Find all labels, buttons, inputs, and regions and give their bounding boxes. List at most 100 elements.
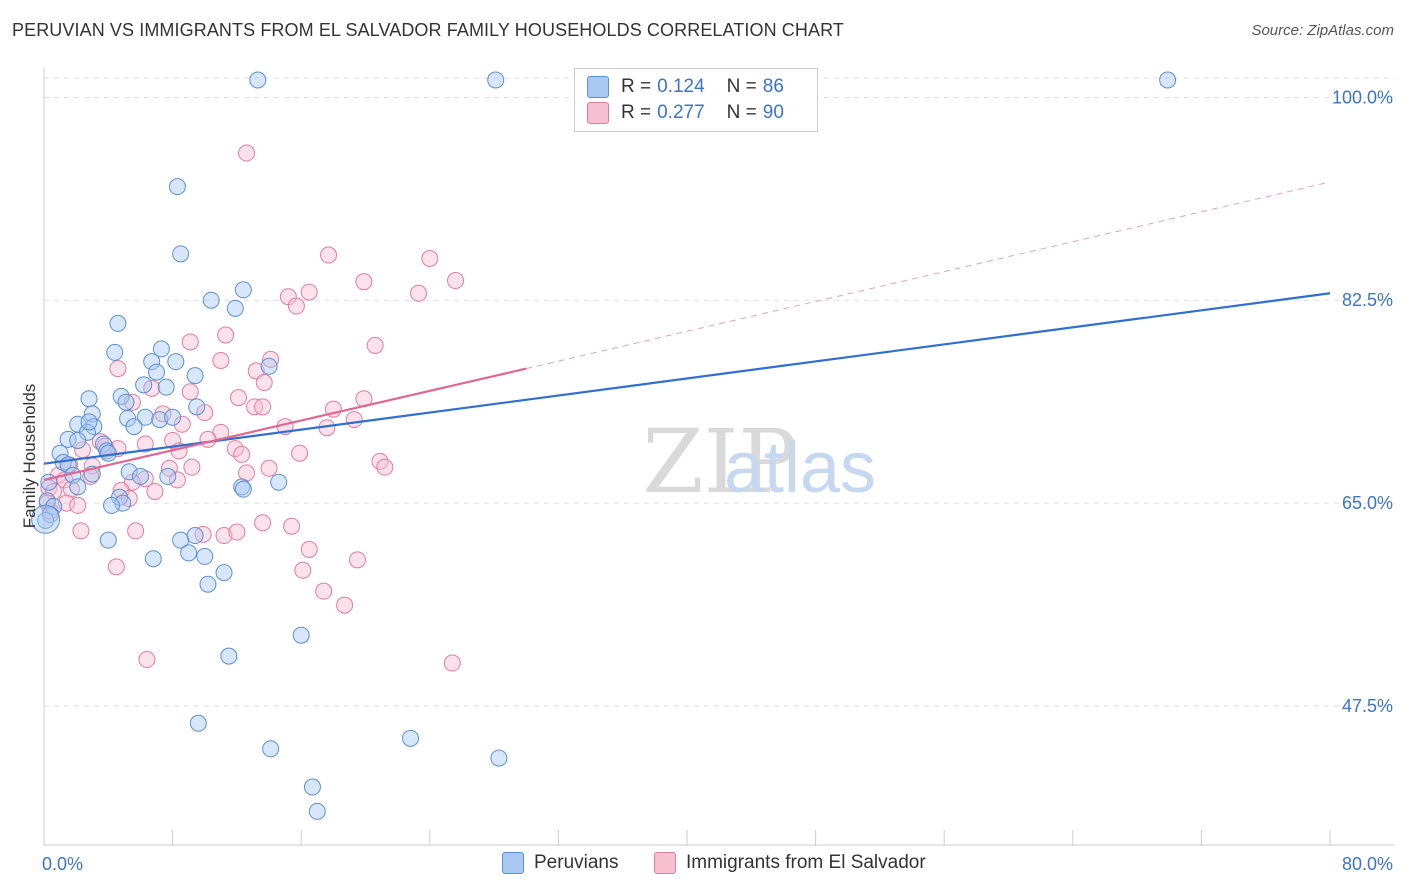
data-point [199, 575, 217, 593]
data-point [376, 458, 394, 476]
data-point [109, 314, 127, 332]
data-point [283, 517, 301, 535]
legend-label-peruvians: Peruvians [534, 852, 619, 873]
data-point [188, 398, 206, 416]
legend-swatch-peruvians [502, 852, 524, 874]
data-point [490, 749, 508, 767]
data-point [443, 654, 461, 672]
legend-item-salvador[interactable]: Immigrants from El Salvador [654, 852, 926, 874]
data-point [143, 353, 161, 371]
data-point [181, 333, 199, 351]
legend-r-label: R = [621, 102, 652, 123]
y-tick-label: 100.0% [1332, 87, 1393, 107]
y-tick-labels: 47.5% 65.0% 82.5% 100.0% [1332, 87, 1393, 716]
data-point [226, 440, 244, 458]
y-axis-label: Family Households [20, 383, 39, 529]
data-point [180, 544, 198, 562]
data-point [186, 527, 204, 545]
chart-title: PERUVIAN VS IMMIGRANTS FROM EL SALVADOR … [12, 20, 844, 40]
legend-r-label: R = [621, 76, 652, 97]
data-point [260, 459, 278, 477]
data-point [117, 393, 135, 411]
legend-n-value: 90 [762, 102, 784, 123]
data-point [247, 362, 265, 380]
data-point [262, 740, 280, 758]
data-point [234, 480, 252, 498]
axes [43, 68, 1395, 846]
data-point [58, 494, 76, 512]
data-point [80, 413, 98, 431]
data-point [91, 433, 109, 451]
data-point [300, 283, 318, 301]
data-point [308, 802, 326, 820]
legend-label-salvador: Immigrants from El Salvador [686, 852, 926, 873]
data-point [215, 564, 233, 582]
data-point [196, 547, 214, 565]
data-point [151, 411, 169, 429]
trend-lines [43, 181, 1331, 481]
data-point [212, 352, 230, 369]
data-point [85, 418, 103, 436]
data-point [199, 430, 217, 448]
data-point [144, 550, 162, 568]
data-point [234, 281, 252, 299]
x-tick-labels: 0.0% 80.0% [42, 854, 1393, 874]
data-point [136, 470, 154, 488]
legend-r-value: 0.277 [657, 102, 705, 123]
data-point [38, 492, 56, 510]
data-point [233, 445, 251, 463]
data-point [159, 467, 177, 485]
data-point [136, 408, 154, 426]
legend-swatch-salvador [654, 852, 676, 874]
data-point [164, 408, 182, 426]
data-point [138, 651, 156, 669]
data-point [255, 374, 273, 392]
data-point [168, 471, 186, 489]
trend-line-peruvians [43, 292, 1331, 465]
data-point [181, 383, 199, 401]
data-point [336, 596, 354, 614]
data-point [127, 522, 145, 540]
data-point [220, 647, 238, 665]
data-point [402, 729, 420, 747]
data-point [355, 273, 373, 291]
data-point [348, 551, 366, 569]
legend-row-salvador: R = 0.277 N = 90 [587, 101, 784, 125]
legend-swatch-salvador [587, 102, 609, 124]
data-point [135, 376, 153, 394]
data-point [69, 496, 87, 514]
series-legend: Peruvians Immigrants from El Salvador [0, 852, 1406, 876]
data-point [164, 431, 182, 449]
data-point [120, 463, 138, 481]
legend-n-label: N = [726, 76, 757, 97]
data-point [99, 531, 117, 549]
data-point [125, 418, 143, 436]
data-point [292, 626, 310, 644]
data-point [217, 326, 235, 344]
data-point [287, 297, 305, 315]
data-point [300, 540, 318, 558]
data-point [294, 561, 312, 579]
y-tick-label: 47.5% [1342, 696, 1393, 716]
data-point [37, 511, 55, 529]
data-point [69, 431, 87, 449]
data-point [262, 350, 280, 368]
peruvian-points [31, 71, 1177, 820]
data-point [123, 393, 141, 411]
data-point [72, 522, 90, 540]
stats-legend: R = 0.124 N = 86 R = 0.277 N = 90 [574, 68, 818, 132]
data-point [157, 378, 175, 396]
data-point [168, 178, 186, 196]
data-point [315, 582, 333, 600]
data-point [487, 71, 505, 89]
data-point [1159, 71, 1177, 89]
data-point [69, 478, 87, 496]
x-tick-label: 0.0% [42, 854, 83, 874]
legend-item-peruvians[interactable]: Peruvians [502, 852, 619, 874]
data-point [103, 496, 121, 514]
data-point [421, 250, 439, 267]
grid-lines [44, 77, 1395, 707]
data-point [202, 291, 220, 309]
data-point [80, 390, 98, 408]
